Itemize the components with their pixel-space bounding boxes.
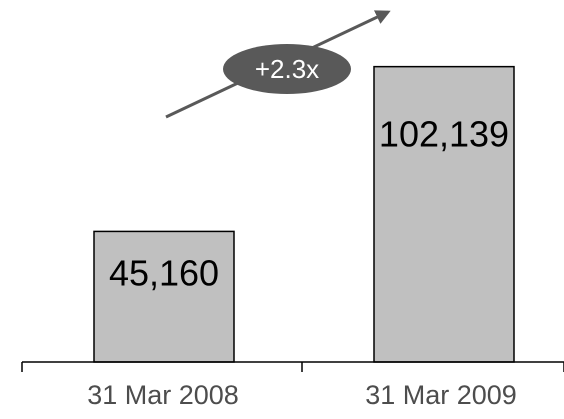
bar-1 — [93, 230, 235, 363]
bar-2 — [373, 65, 515, 363]
x-tick-label-1: 31 Mar 2008 — [87, 380, 239, 410]
labels-layer: 45,160 31 Mar 2008 102,139 31 Mar 2009 — [87, 114, 517, 410]
data-label-1: 45,160 — [109, 252, 219, 293]
growth-multiplier-label: +2.3x — [255, 54, 319, 84]
bars-layer — [93, 65, 515, 363]
data-label-2: 102,139 — [379, 114, 509, 155]
x-axis — [21, 361, 564, 372]
growth-annotation: +2.3x — [165, 10, 391, 119]
x-tick-label-2: 31 Mar 2009 — [365, 380, 517, 410]
growth-badge — [223, 44, 351, 94]
